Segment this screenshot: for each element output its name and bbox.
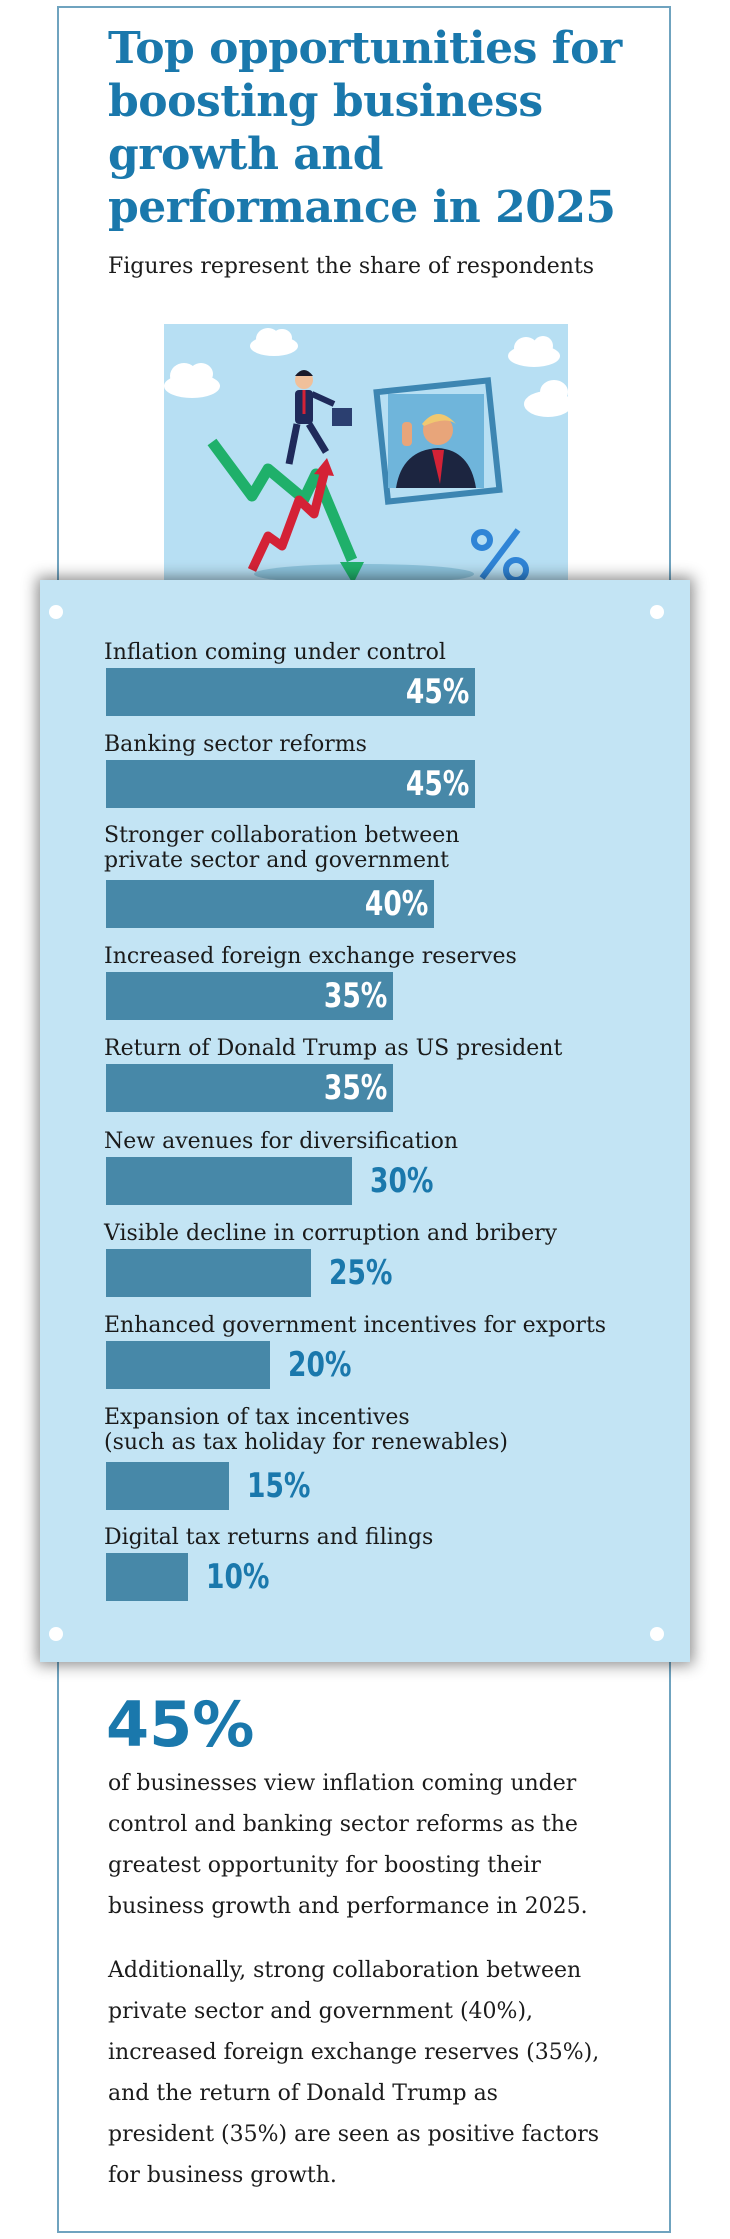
- category-label: Banking sector reforms: [104, 732, 367, 757]
- bar: [106, 1157, 352, 1205]
- bar: [106, 760, 475, 808]
- cloud-icon: [524, 380, 568, 417]
- category-label: Stronger collaboration between private se…: [104, 823, 460, 873]
- pin-bottom-left: [49, 1627, 63, 1641]
- highlight-stat: 45%: [106, 1688, 255, 1761]
- value-label: 35%: [323, 976, 387, 1016]
- category-label: Increased foreign exchange reserves: [104, 944, 517, 969]
- cloud-icon: [250, 328, 298, 356]
- illustration: [164, 324, 568, 586]
- businessman-icon: [285, 370, 352, 465]
- category-label: Visible decline in corruption and briber…: [104, 1221, 558, 1246]
- portrait-photo: [373, 377, 503, 505]
- category-label: New avenues for diversification: [104, 1129, 459, 1154]
- category-label: Digital tax returns and filings: [104, 1525, 434, 1550]
- pin-top-right: [650, 605, 664, 619]
- value-label: 25%: [329, 1253, 393, 1293]
- category-label: Return of Donald Trump as US president: [104, 1036, 563, 1061]
- subtitle: Figures represent the share of responden…: [108, 254, 595, 279]
- bar: [106, 880, 434, 928]
- category-label: Enhanced government incentives for expor…: [104, 1313, 607, 1338]
- category-label: Expansion of tax incentives (such as tax …: [104, 1405, 508, 1455]
- bar: [106, 1064, 393, 1112]
- value-label: 45%: [405, 672, 469, 712]
- category-label: Inflation coming under control: [104, 640, 446, 665]
- bar: [106, 668, 475, 716]
- bar: [106, 1249, 311, 1297]
- value-label: 15%: [247, 1466, 311, 1506]
- cloud-icon: [164, 363, 220, 398]
- value-label: 30%: [370, 1161, 434, 1201]
- chart-panel: Inflation coming under control 45% Banki…: [40, 580, 690, 1662]
- cloud-icon: [508, 336, 560, 367]
- value-label: 10%: [206, 1557, 270, 1597]
- pin-bottom-right: [650, 1627, 664, 1641]
- summary-paragraph-1: of businesses view inflation coming unde…: [108, 1771, 588, 1919]
- page-title: Top opportunities for boosting business …: [108, 23, 622, 233]
- bar: [106, 972, 393, 1020]
- trend-up-arrow-icon: [247, 472, 329, 572]
- value-label: 45%: [405, 764, 469, 804]
- bar: [106, 1553, 188, 1601]
- value-label: 20%: [288, 1345, 352, 1385]
- summary-paragraph-2: Additionally, strong collaboration betwe…: [108, 1958, 600, 2188]
- bar: [106, 1341, 270, 1389]
- bar: [106, 1462, 229, 1510]
- value-label: 40%: [364, 884, 428, 924]
- pin-top-left: [49, 605, 63, 619]
- value-label: 35%: [323, 1068, 387, 1108]
